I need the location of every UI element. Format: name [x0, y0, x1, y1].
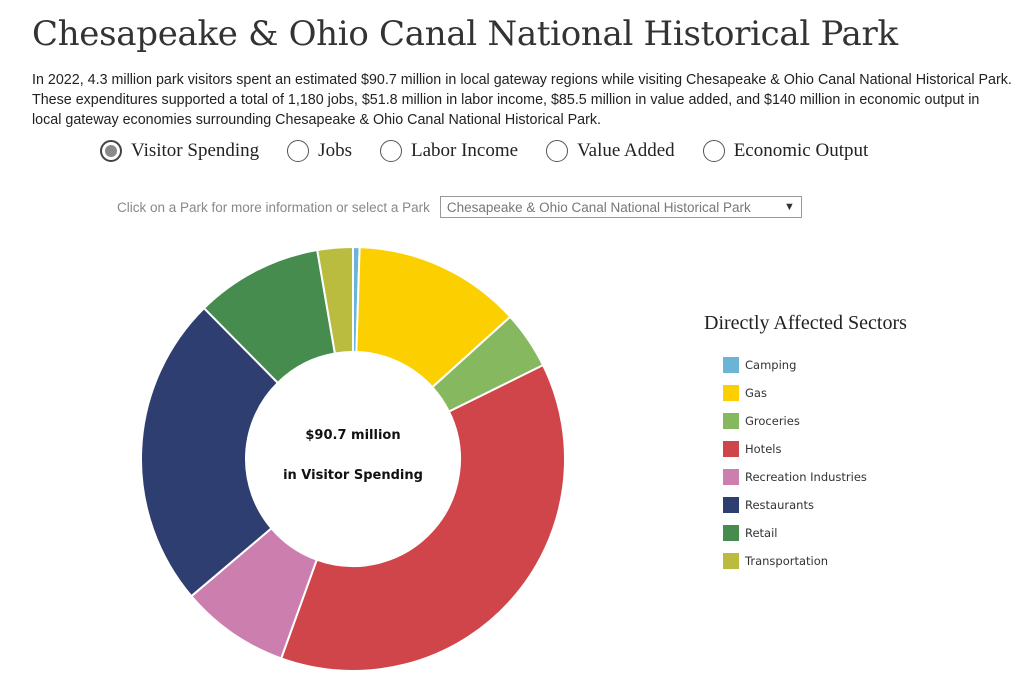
legend-label: Camping	[745, 358, 797, 372]
park-select-value: Chesapeake & Ohio Canal National Histori…	[446, 199, 751, 215]
donut-chart: $90.7 million in Visitor Spending	[140, 245, 566, 672]
legend-item-hotels: Hotels	[723, 435, 907, 463]
donut-slice-gas[interactable]	[355, 246, 512, 389]
legend: Directly Affected Sectors Camping Gas Groc…	[704, 312, 907, 575]
legend-item-groceries: Groceries	[723, 407, 907, 435]
park-select-row: Click on a Park for more information or …	[117, 196, 802, 218]
donut-slice-hotels[interactable]	[279, 363, 566, 672]
legend-label: Retail	[745, 526, 778, 540]
legend-item-recreation-industries: Recreation Industries	[723, 463, 907, 491]
summary-paragraph: In 2022, 4.3 million park visitors spent…	[32, 72, 1012, 128]
park-select-prompt: Click on a Park for more information or …	[117, 199, 430, 215]
legend-swatch	[723, 525, 739, 541]
radio-labor-income[interactable]: Labor Income	[379, 140, 519, 162]
legend-swatch	[723, 357, 739, 373]
legend-swatch	[723, 497, 739, 513]
legend-label: Restaurants	[745, 498, 814, 512]
legend-swatch	[723, 469, 739, 485]
radio-label: Economic Output	[733, 140, 869, 161]
radio-visitor-spending[interactable]: Visitor Spending	[100, 140, 259, 162]
radio-button[interactable]	[702, 140, 725, 162]
radio-button[interactable]	[379, 140, 402, 162]
legend-label: Recreation Industries	[745, 470, 867, 484]
radio-label: Value Added	[577, 140, 675, 161]
legend-item-retail: Retail	[723, 519, 907, 547]
park-select[interactable]: Chesapeake & Ohio Canal National Histori…	[439, 196, 802, 218]
legend-item-restaurants: Restaurants	[723, 491, 907, 519]
legend-label: Groceries	[745, 414, 800, 428]
metric-radio-group: Visitor Spending Jobs Labor Income Value…	[100, 140, 896, 162]
radio-label: Labor Income	[410, 140, 519, 161]
legend-title: Directly Affected Sectors	[704, 312, 907, 334]
radio-button[interactable]	[287, 140, 310, 162]
legend-swatch	[723, 553, 739, 569]
legend-item-camping: Camping	[723, 351, 907, 379]
radio-button[interactable]	[546, 140, 569, 162]
legend-swatch	[723, 413, 739, 429]
radio-button[interactable]	[100, 140, 122, 162]
page-title: Chesapeake & Ohio Canal National Histori…	[32, 14, 898, 54]
legend-label: Transportation	[745, 554, 829, 568]
center-value: $90.7 million	[305, 428, 400, 443]
legend-label: Gas	[745, 386, 767, 400]
donut-slice-restaurants[interactable]	[140, 306, 280, 598]
radio-jobs[interactable]: Jobs	[287, 140, 352, 162]
center-label: in Visitor Spending	[283, 468, 423, 483]
radio-economic-output[interactable]: Economic Output	[702, 140, 869, 162]
donut-slice-transportation[interactable]	[316, 245, 354, 355]
legend-item-gas: Gas	[723, 379, 907, 407]
legend-swatch	[723, 385, 739, 401]
legend-label: Hotels	[745, 442, 782, 456]
radio-label: Jobs	[318, 140, 352, 161]
radio-label: Visitor Spending	[131, 140, 260, 161]
legend-swatch	[723, 441, 739, 457]
chevron-down-icon: ▼	[783, 201, 795, 213]
legend-item-transportation: Transportation	[723, 547, 907, 575]
radio-value-added[interactable]: Value Added	[546, 140, 675, 162]
